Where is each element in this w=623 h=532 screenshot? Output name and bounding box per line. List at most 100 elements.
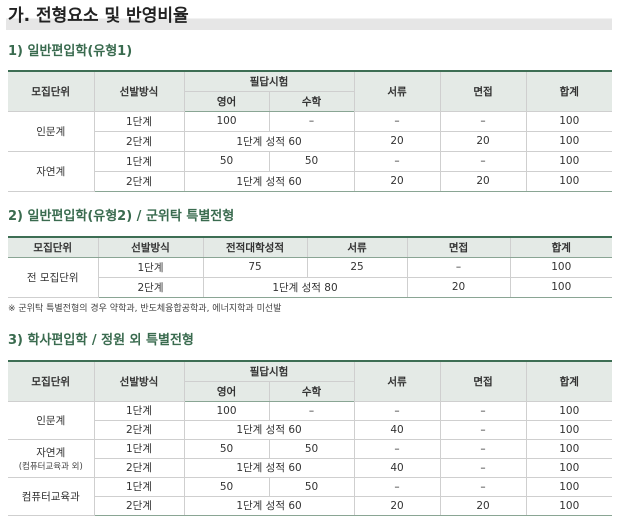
english-cell: 50 — [183, 151, 270, 172]
section2-table: 모집단위 선발방식 전적대학성적 서류 면접 합계 전 모집단위 1단계 75 … — [8, 236, 612, 298]
section2-title: 2) 일반편입학(유형2) / 군위탁 특별전형 — [8, 209, 235, 224]
method-cell: 2단계 — [94, 458, 185, 478]
header-math: 수학 — [268, 91, 355, 112]
method-cell: 2단계 — [94, 131, 185, 152]
exam-cell: 1단계 성적 60 — [183, 420, 355, 440]
exam-cell: 1단계 성적 60 — [183, 131, 355, 152]
unit-cell: 자연계 — [8, 151, 95, 192]
interview-cell: – — [406, 257, 511, 278]
header-method: 선발방식 — [93, 360, 185, 402]
math-cell: 50 — [268, 477, 355, 497]
english-cell: 50 — [183, 439, 270, 459]
header-method: 선발방식 — [97, 236, 204, 258]
unit-label: 자연계 — [36, 446, 66, 459]
exam-cell: 1단계 성적 60 — [183, 171, 355, 192]
total-cell: 100 — [525, 131, 613, 152]
table-row: 2단계 1단계 성적 60 20 20 100 — [8, 171, 613, 192]
unit-cell: 인문계 — [8, 401, 95, 440]
table-row: 자연계 (컴퓨터교육과 외) 1단계 50 50 – – 100 — [8, 439, 613, 478]
section3-title: 3) 학사편입학 / 정원 외 특별전형 — [8, 333, 194, 348]
math-cell: 50 — [268, 151, 355, 172]
total-cell: 100 — [509, 257, 612, 278]
header-docs: 서류 — [353, 70, 441, 112]
table-row: 2단계 1단계 성적 80 20 100 — [8, 277, 612, 298]
interview-cell: – — [439, 439, 527, 459]
header-docs: 서류 — [306, 236, 408, 258]
combined-cell: 1단계 성적 80 — [202, 277, 408, 298]
method-cell: 1단계 — [93, 439, 185, 459]
docs-cell: 20 — [353, 171, 441, 192]
header-unit: 모집단위 — [8, 360, 95, 402]
section3-table: 모집단위 선발방식 필답시험 서류 면접 합계 영어 수학 인문계 1단계 10… — [8, 360, 613, 516]
english-cell: 100 — [183, 401, 270, 421]
math-cell: 50 — [268, 439, 355, 459]
table-row: 자연계 1단계 50 50 – – 100 — [8, 151, 613, 192]
math-cell: – — [268, 111, 355, 132]
header-english: 영어 — [184, 381, 270, 402]
docs-cell: – — [353, 151, 441, 172]
grades-cell: 75 — [202, 257, 308, 278]
total-cell: 100 — [525, 401, 613, 421]
interview-cell: 20 — [439, 131, 527, 152]
page-title: 가. 전형요소 및 반영비율 — [6, 4, 612, 30]
header-exam: 필답시험 — [183, 360, 355, 382]
total-cell: 100 — [525, 477, 613, 497]
unit-cell: 자연계 (컴퓨터교육과 외) — [8, 439, 95, 478]
interview-cell: 20 — [439, 171, 527, 192]
unit-cell: 인문계 — [8, 111, 95, 152]
method-cell: 1단계 — [93, 477, 185, 497]
total-cell: 100 — [525, 458, 613, 478]
header-unit: 모집단위 — [8, 70, 95, 112]
docs-cell: 25 — [306, 257, 408, 278]
interview-cell: 20 — [406, 277, 511, 298]
total-cell: 100 — [525, 111, 613, 132]
docs-cell: 40 — [353, 458, 441, 478]
docs-cell: 40 — [353, 420, 441, 440]
method-cell: 2단계 — [94, 171, 185, 192]
header-exam: 필답시험 — [183, 70, 355, 92]
interview-cell: – — [439, 401, 527, 421]
total-cell: 100 — [525, 420, 613, 440]
total-cell: 100 — [509, 277, 612, 298]
header-total: 합계 — [525, 360, 613, 402]
header-interview: 면접 — [439, 360, 527, 402]
table-row: 컴퓨터교육과 1단계 50 50 – – 100 — [8, 477, 613, 516]
method-cell: 1단계 — [93, 111, 185, 132]
total-cell: 100 — [525, 439, 613, 459]
header-english: 영어 — [184, 91, 270, 112]
table-row: 인문계 1단계 100 – – – 100 — [8, 111, 613, 152]
docs-cell: – — [353, 439, 441, 459]
table-row: 2단계 1단계 성적 60 20 20 100 — [8, 131, 613, 152]
header-math: 수학 — [268, 381, 355, 402]
total-cell: 100 — [525, 171, 613, 192]
header-docs: 서류 — [353, 360, 441, 402]
header-total: 합계 — [509, 236, 612, 258]
header-interview: 면접 — [406, 236, 511, 258]
header-interview: 면접 — [439, 70, 527, 112]
total-cell: 100 — [525, 496, 613, 516]
interview-cell: – — [439, 151, 527, 172]
docs-cell: 20 — [353, 131, 441, 152]
method-cell: 2단계 — [94, 420, 185, 440]
table-row: 인문계 1단계 100 – – – 100 — [8, 401, 613, 440]
docs-cell: – — [353, 477, 441, 497]
unit-cell: 컴퓨터교육과 — [8, 477, 95, 516]
header-method: 선발방식 — [93, 70, 185, 112]
interview-cell: 20 — [439, 496, 527, 516]
table-row: 2단계 1단계 성적 60 20 20 100 — [8, 496, 613, 516]
english-cell: 50 — [183, 477, 270, 497]
header-total: 합계 — [525, 70, 613, 112]
section1-title: 1) 일반편입학(유형1) — [8, 44, 133, 59]
method-cell: 1단계 — [93, 401, 185, 421]
total-cell: 100 — [525, 151, 613, 172]
interview-cell: – — [439, 458, 527, 478]
english-cell: 100 — [183, 111, 270, 132]
exam-cell: 1단계 성적 60 — [183, 458, 355, 478]
section1-table: 모집단위 선발방식 필답시험 서류 면접 합계 영어 수학 인문계 1단계 10… — [8, 70, 613, 192]
table-row: 2단계 1단계 성적 60 40 – 100 — [8, 420, 613, 440]
math-cell: – — [268, 401, 355, 421]
interview-cell: – — [439, 477, 527, 497]
docs-cell: – — [353, 111, 441, 132]
table-row: 2단계 1단계 성적 60 40 – 100 — [8, 458, 613, 478]
exam-cell: 1단계 성적 60 — [183, 496, 355, 516]
